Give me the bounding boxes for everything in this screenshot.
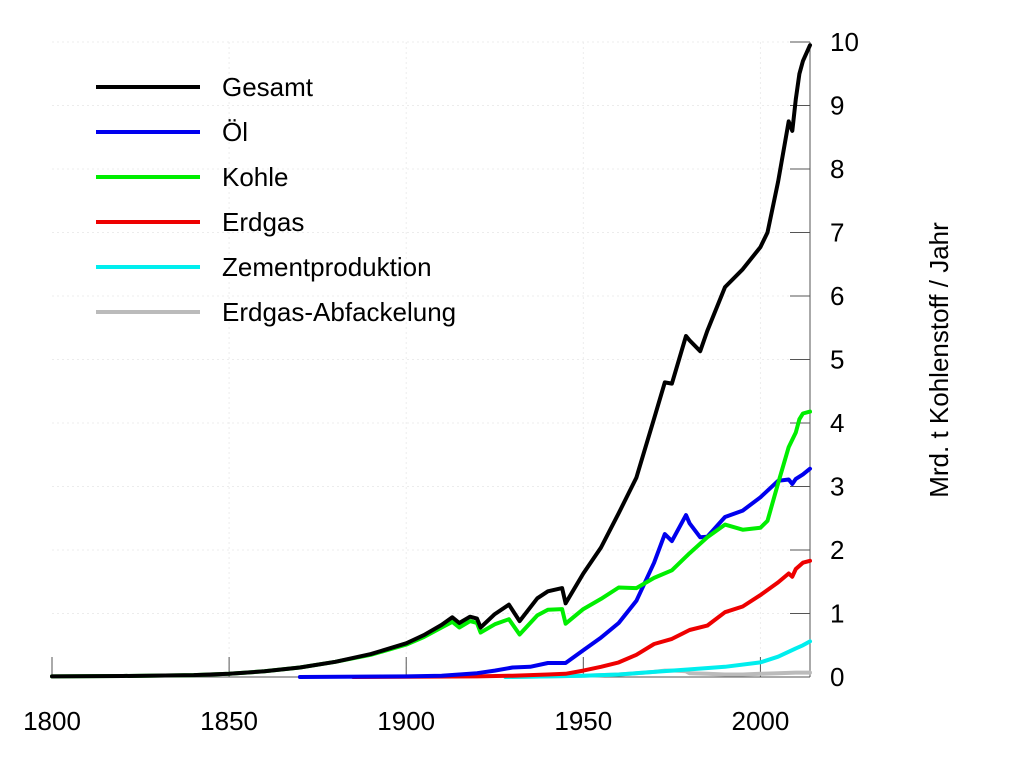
series-lines — [50, 43, 812, 679]
x-tick-label: 1850 — [200, 706, 258, 736]
y-tick-label: 9 — [830, 91, 844, 121]
x-tick-label: 2000 — [731, 706, 789, 736]
y-tick-label: 5 — [830, 345, 844, 375]
y-tick-label: 7 — [830, 218, 844, 248]
y-tick-label: 3 — [830, 472, 844, 502]
series-line-kohle — [50, 409, 812, 679]
y-tick-label: 4 — [830, 408, 844, 438]
y-tick-label: 2 — [830, 535, 844, 565]
series-line-erdgas — [351, 558, 812, 679]
y-tick-label: 10 — [830, 27, 859, 57]
legend-label: Öl — [222, 117, 248, 147]
series-line-gesamt — [50, 43, 812, 679]
y-tick-label: 6 — [830, 281, 844, 311]
series-line-zementproduktion — [503, 639, 812, 679]
legend-label: Kohle — [222, 162, 289, 192]
grid — [52, 41, 810, 677]
axes: 0 1 2 3 4 5 6 7 8 9 10 1800 1850 1900 1950 2000 — [23, 27, 859, 736]
x-tick-label: 1900 — [377, 706, 435, 736]
legend-label: Erdgas-Abfackelung — [222, 297, 456, 327]
x-tick-label: 1800 — [23, 706, 81, 736]
y-axis-title: Mrd. t Kohlenstoff / Jahr — [924, 222, 954, 498]
legend: Gesamt Öl Kohle Erdgas Zementproduktion Erdga… — [96, 72, 456, 327]
legend-label: Zementproduktion — [222, 252, 432, 282]
y-tick-label: 1 — [830, 599, 844, 629]
y-tick-label: 8 — [830, 154, 844, 184]
legend-label: Gesamt — [222, 72, 314, 102]
y-tick-label: 0 — [830, 662, 844, 692]
x-tick-label: 1950 — [554, 706, 612, 736]
series-line--l — [297, 466, 812, 679]
legend-label: Erdgas — [222, 207, 304, 237]
